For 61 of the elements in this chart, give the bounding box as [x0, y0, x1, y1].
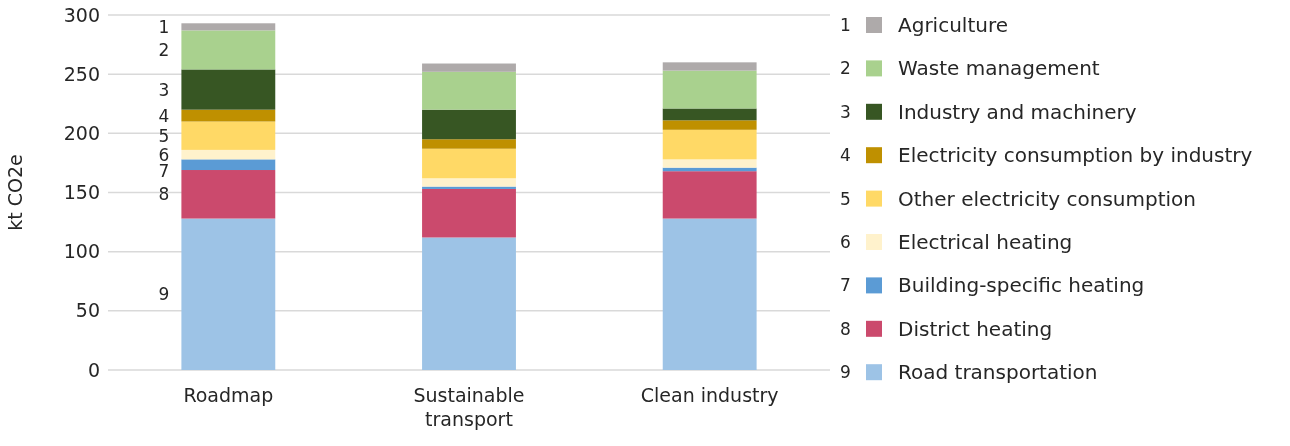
text: 8 — [840, 318, 851, 339]
bar — [422, 63, 516, 72]
annotation: 3 — [158, 79, 170, 100]
x-tick-label: Sustainable transport — [413, 384, 525, 430]
y-axis-title: kt CO2e — [4, 154, 26, 231]
bar — [662, 70, 757, 109]
bar — [662, 129, 757, 160]
legend-label: Electricity consumption by industry — [898, 143, 1253, 168]
y-tick-label: 100 — [63, 240, 100, 263]
bar — [422, 237, 516, 370]
text: 1 — [840, 14, 851, 35]
x-tick-label: Roadmap — [183, 384, 274, 406]
text: 2 — [840, 58, 851, 79]
bar — [181, 69, 276, 110]
y-tick-label: 300 — [63, 3, 100, 26]
annotation: 9 — [158, 284, 170, 305]
bar — [662, 218, 757, 370]
y-tick-label: 50 — [75, 299, 100, 322]
bar — [662, 62, 757, 71]
annotation: 4 — [158, 105, 170, 126]
legend-label: Building-specific heating — [898, 273, 1145, 298]
bar — [181, 149, 276, 160]
bar — [181, 159, 276, 171]
text: 7 — [840, 275, 851, 296]
bar — [422, 178, 516, 187]
legend-label: Industry and machinery — [898, 99, 1137, 124]
bar — [422, 188, 516, 238]
text: 5 — [840, 188, 851, 209]
bar — [181, 121, 276, 150]
y-tick-label: 0 — [87, 358, 100, 381]
bar — [422, 109, 516, 140]
annotation: 1 — [158, 16, 170, 37]
annotation: 8 — [158, 184, 170, 205]
bar — [422, 148, 516, 179]
bar — [662, 159, 757, 168]
bar — [181, 218, 276, 370]
annotation: 2 — [158, 39, 170, 60]
bar — [181, 109, 276, 122]
bar — [662, 171, 757, 219]
bar — [662, 120, 757, 130]
text: 6 — [840, 231, 851, 252]
bar — [181, 170, 276, 219]
bar — [662, 108, 757, 121]
text: 4 — [840, 145, 851, 166]
bar — [422, 71, 516, 110]
legend-label: Electrical heating — [898, 230, 1073, 254]
legend-label: Road transportation — [898, 360, 1098, 385]
y-tick-label: 150 — [63, 181, 100, 204]
annotation: 5 — [158, 125, 170, 146]
x-tick-label: Clean industry — [640, 384, 779, 406]
legend-label: Waste management — [898, 56, 1100, 81]
text: 9 — [840, 362, 851, 383]
text: 3 — [840, 101, 851, 122]
legend-label: Agriculture — [898, 13, 1008, 37]
bar — [181, 30, 276, 70]
bar — [422, 139, 516, 149]
legend-label: Other electricity consumption — [898, 186, 1197, 211]
legend-label: District heating — [898, 316, 1053, 341]
y-tick-label: 250 — [63, 62, 100, 85]
y-tick-label: 200 — [63, 121, 100, 144]
bar — [181, 23, 276, 31]
